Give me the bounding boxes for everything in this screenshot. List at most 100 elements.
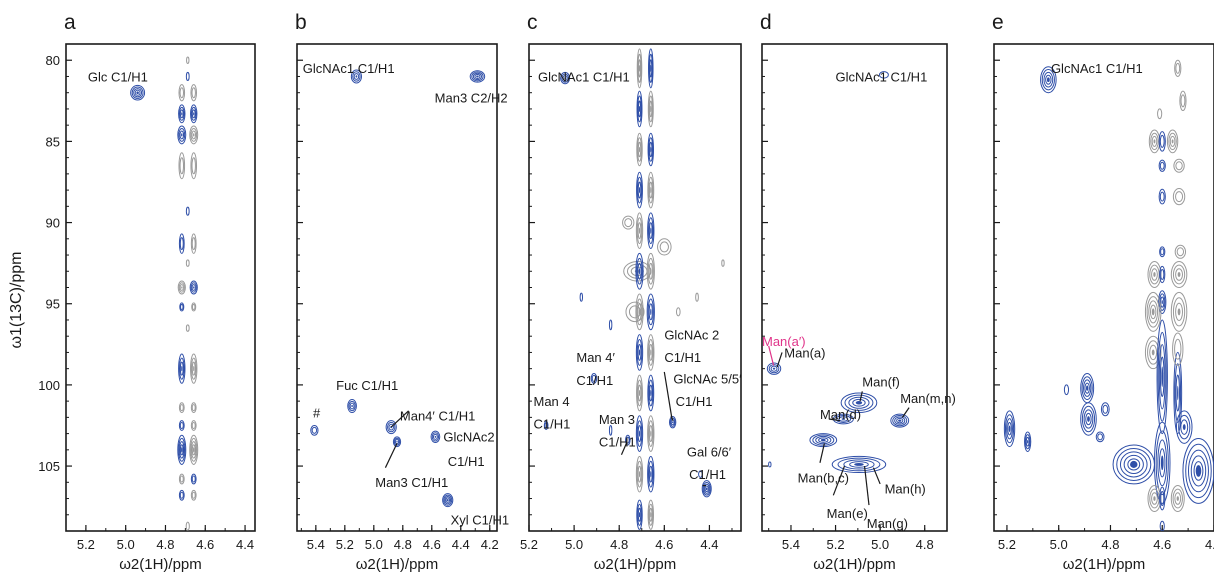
contour-ring bbox=[179, 491, 184, 499]
contour-ring bbox=[1172, 297, 1186, 327]
contour-ring bbox=[177, 280, 186, 295]
contour-peak bbox=[878, 71, 889, 79]
contour-ring bbox=[648, 465, 653, 483]
contour-peak bbox=[177, 280, 186, 295]
contour-ring bbox=[1159, 448, 1166, 478]
contour-peak bbox=[701, 480, 712, 498]
x-axis-label: ω2(1H)/ppm bbox=[119, 556, 202, 573]
x-tick-label: 5.2 bbox=[520, 537, 538, 552]
peak-annotation: C1/H1 bbox=[689, 467, 726, 482]
contour-ring bbox=[1159, 191, 1165, 202]
contour-ring bbox=[1003, 410, 1016, 448]
contour-peak bbox=[646, 252, 655, 290]
contour-core bbox=[1130, 460, 1138, 468]
contour-core bbox=[446, 498, 449, 502]
contour-peak bbox=[1024, 431, 1032, 452]
peak-annotation: Man4′ C1/H1 bbox=[400, 409, 475, 424]
contour-peak bbox=[579, 292, 584, 302]
contour-peak bbox=[350, 69, 362, 84]
x-axis-label: ω2(1H)/ppm bbox=[594, 556, 677, 573]
contour-ring bbox=[636, 298, 643, 326]
contour-ring bbox=[1159, 246, 1166, 258]
contour-peak bbox=[635, 293, 644, 331]
contour-core bbox=[650, 64, 652, 72]
contour-peak bbox=[636, 374, 643, 412]
contour-ring bbox=[1175, 302, 1184, 322]
contour-peak bbox=[178, 233, 185, 254]
contour-ring bbox=[837, 457, 881, 472]
peak-annotation: GlcNAc1 C1/H1 bbox=[836, 69, 928, 84]
contour-ring bbox=[647, 334, 655, 371]
contour-ring bbox=[1158, 131, 1166, 152]
contour-peak bbox=[1166, 129, 1179, 154]
contour-core bbox=[1153, 139, 1156, 144]
contour-ring bbox=[1063, 384, 1070, 396]
contour-core bbox=[638, 389, 641, 397]
x-tick-label: 4.8 bbox=[610, 537, 628, 552]
contour-ring bbox=[474, 73, 481, 79]
contour-core bbox=[1161, 300, 1163, 305]
contour-ring bbox=[190, 152, 198, 180]
contour-peak bbox=[768, 461, 772, 468]
peak-annotation: Man(d) bbox=[820, 407, 861, 422]
contour-ring bbox=[648, 176, 654, 204]
panels: a 5.2 5.0 4.8 4.6 4.4 ω2(1H)/ppm 80 85 90 95 100 105… bbox=[38, 11, 1214, 573]
contour-ring bbox=[190, 84, 198, 102]
contour-ring bbox=[636, 48, 643, 89]
x-tick-label: 5.0 bbox=[871, 537, 889, 552]
contour-ring bbox=[178, 402, 185, 413]
contour-peak bbox=[1159, 520, 1165, 531]
contour-ring bbox=[1043, 71, 1054, 88]
contour-ring bbox=[1185, 443, 1212, 499]
contour-peak bbox=[178, 353, 186, 384]
contour-ring bbox=[1025, 436, 1030, 447]
contour-peak bbox=[185, 206, 190, 216]
panel-frame bbox=[528, 43, 742, 532]
x-tick-label: 4.6 bbox=[423, 537, 441, 552]
contour-ring bbox=[178, 420, 185, 431]
contour-ring bbox=[648, 420, 654, 447]
contour-ring bbox=[178, 489, 185, 501]
contour-ring bbox=[1175, 191, 1184, 203]
contour-ring bbox=[852, 398, 866, 407]
contour-ring bbox=[1158, 188, 1166, 205]
x-tick-label: 4.4 bbox=[236, 537, 254, 552]
contour-ring bbox=[1175, 410, 1193, 444]
contour-ring bbox=[178, 127, 186, 142]
contour-core bbox=[638, 512, 641, 518]
panel-e: e 5.2 5.0 4.8 4.6 4.4 ω2(1H)/ppm GlcNAc1 C1/H1 bbox=[992, 11, 1214, 573]
contour-ring bbox=[646, 252, 655, 290]
contour-peaks bbox=[543, 48, 725, 530]
contour-peak bbox=[636, 499, 643, 530]
contour-core bbox=[650, 105, 652, 113]
contour-ring bbox=[131, 86, 144, 99]
contour-peak bbox=[178, 473, 185, 485]
contour-ring bbox=[189, 434, 199, 465]
contour-core bbox=[1046, 77, 1050, 83]
contour-peak bbox=[647, 499, 654, 530]
contour-peak bbox=[543, 420, 549, 431]
contour-ring bbox=[892, 415, 908, 427]
contour-ring bbox=[695, 292, 699, 302]
contour-ring bbox=[191, 130, 196, 140]
x-tick-label: 5.0 bbox=[1050, 537, 1068, 552]
contour-ring bbox=[180, 303, 184, 310]
contour-ring bbox=[591, 374, 597, 382]
contour-ring bbox=[721, 259, 725, 267]
x-tick-label: 5.2 bbox=[77, 537, 95, 552]
contour-peak bbox=[1159, 246, 1166, 258]
contour-ring bbox=[637, 222, 642, 240]
contour-ring bbox=[190, 353, 198, 384]
contour-peak bbox=[178, 489, 185, 501]
contour-ring bbox=[1004, 414, 1015, 444]
x-axis-label: ω2(1H)/ppm bbox=[356, 556, 439, 573]
panel-b: b 5.4 5.2 5.0 4.8 4.6 4.4 4.2 ω2(1H)/ppm GlcNAc1 … bbox=[295, 11, 509, 573]
contour-ring bbox=[635, 415, 644, 452]
contour-peak bbox=[636, 48, 643, 89]
peak-annotation: C1/H1 bbox=[664, 350, 701, 365]
leader-line bbox=[863, 465, 870, 506]
leader-line bbox=[828, 418, 841, 422]
contour-ring bbox=[1174, 244, 1187, 259]
contour-core bbox=[638, 268, 641, 275]
leader-line bbox=[859, 391, 863, 402]
